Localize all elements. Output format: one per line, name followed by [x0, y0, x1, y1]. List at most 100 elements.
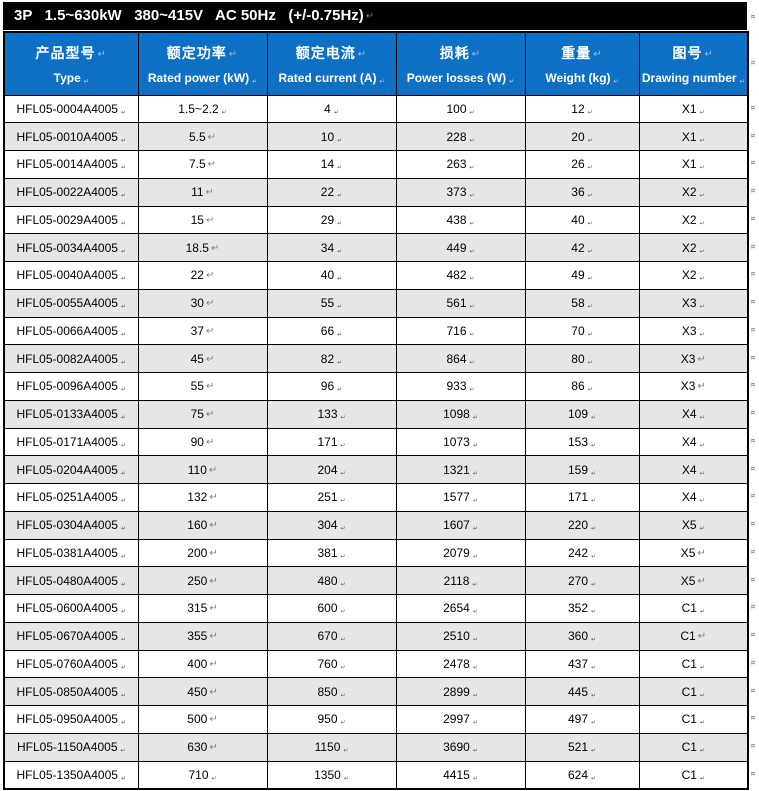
- cell-value: 1073: [443, 434, 470, 449]
- cell-rated-power: 18.5 ↵: [137, 233, 268, 262]
- row-end-mark-glyph: ¤: [750, 658, 756, 667]
- cell-end-mark: ↵: [120, 774, 126, 782]
- cell-end-mark: ↵: [340, 636, 346, 644]
- cell-end-mark: ↵: [252, 77, 258, 85]
- cell-value: 1150: [314, 740, 341, 755]
- row-end-mark: ¤: [747, 288, 759, 316]
- cell-end-mark: ↵: [120, 552, 126, 560]
- cell-rated-power: 5.5 ↵: [137, 122, 268, 151]
- cell-type: HFL05-0040A4005 ↵: [3, 261, 139, 290]
- cell-type: HFL05-0480A4005 ↵: [3, 566, 139, 595]
- cell-end-mark: ↵: [337, 275, 343, 283]
- row-end-mark-glyph: ¤: [750, 603, 756, 612]
- cell-value: 437: [567, 656, 588, 671]
- table-row: HFL05-0034A4005 ↵ 18.5 ↵ 34 ↵ 449 ↵ 42 ↵ X2 ↵: [3, 233, 749, 262]
- cell-rated-current: 133 ↵: [266, 399, 397, 429]
- cell-value: X5: [680, 545, 696, 560]
- cell-value: 40: [320, 268, 335, 283]
- cell-end-mark: ↵: [699, 663, 705, 671]
- cell-value: X4: [681, 434, 697, 449]
- cell-drawing-number: X2 ↵: [638, 177, 749, 207]
- cell-end-mark: ↵: [120, 497, 126, 505]
- cell-value: 304: [317, 518, 338, 533]
- cell-value: 3690: [443, 740, 470, 755]
- cell-type: HFL05-0096A4005 ↵: [3, 372, 139, 401]
- return-mark: ↵: [209, 714, 218, 726]
- cell-value: 15: [190, 212, 204, 227]
- cell-weight: 624 ↵: [524, 760, 640, 790]
- cell-end-mark: ↵: [699, 192, 705, 200]
- cell-value: 7.5: [188, 157, 206, 172]
- row-end-mark-glyph: ¤: [750, 686, 756, 695]
- cell-end-mark: ↵: [337, 164, 343, 172]
- cell-end-mark: ↵: [472, 608, 478, 616]
- cell-rated-power: 315 ↵: [137, 594, 268, 623]
- cell-value: HFL05-0600A4005: [16, 601, 118, 616]
- cell-power-losses: 2997 ↵: [395, 705, 526, 734]
- cell-value: 110: [187, 462, 207, 477]
- cell-value: 37: [190, 323, 204, 338]
- cell-rated-power: 132 ↵: [137, 483, 268, 512]
- cell-power-losses: 1073 ↵: [395, 427, 526, 457]
- cell-type: HFL05-1150A4005 ↵: [3, 732, 139, 762]
- cell-end-mark: ↵: [587, 358, 593, 366]
- col-header-rated-current: 额定电流 ↵ Rated current (A) ↵: [266, 31, 397, 96]
- cell-end-mark: ↵: [120, 636, 126, 644]
- cell-rated-power: 30 ↵: [137, 288, 268, 318]
- cell-end-mark: ↵: [340, 552, 346, 560]
- cell-value: C1: [681, 684, 697, 699]
- cell-end-mark: ↵: [120, 580, 126, 588]
- table-row: HFL05-0850A4005 ↵ 450 ↵ 850 ↵ 2899 ↵ 445 ↵ C1 ↵: [3, 677, 749, 706]
- cell-end-mark: ↵: [337, 136, 343, 144]
- cell-value: HFL05-1150A4005: [16, 740, 118, 755]
- return-mark: ↵: [209, 742, 218, 754]
- cell-end-mark: ↵: [699, 441, 705, 449]
- cell-end-mark: ↵: [472, 747, 478, 755]
- cell-type: HFL05-1350A4005 ↵: [3, 760, 139, 790]
- cell-end-mark: ↵: [591, 774, 597, 782]
- col-header-rated-power: 额定功率 ↵ Rated power (kW) ↵: [137, 31, 268, 96]
- cell-value: 438: [446, 212, 467, 227]
- return-mark: ↵: [704, 48, 714, 60]
- table-title: 3P 1.5~630kW 380~415V AC 50Hz (+/-0.75Hz…: [14, 7, 364, 24]
- cell-end-mark: ↵: [699, 303, 705, 311]
- cell-value: HFL05-0034A4005: [16, 240, 118, 255]
- cell-end-mark: ↵: [469, 303, 475, 311]
- cell-end-mark: ↵: [120, 663, 126, 671]
- cell-value: HFL05-0029A4005: [16, 212, 118, 227]
- cell-end-mark: ↵: [340, 414, 346, 422]
- cell-weight: 171 ↵: [524, 483, 640, 512]
- cell-value: 29: [320, 212, 335, 227]
- cell-value: 159: [567, 462, 588, 477]
- cell-value: 42: [571, 240, 585, 255]
- row-end-mark: ¤: [747, 233, 759, 261]
- cell-value: 90: [190, 434, 204, 449]
- cell-value: HFL05-0010A4005: [16, 129, 118, 144]
- cell-value: X2: [681, 185, 697, 200]
- table-row: HFL05-0055A4005 ↵ 30 ↵ 55 ↵ 561 ↵ 58 ↵ X3 ↵: [3, 288, 749, 318]
- cell-end-mark: ↵: [587, 164, 593, 172]
- cell-value: 86: [571, 379, 585, 394]
- cell-value: 1607: [443, 518, 470, 533]
- cell-rated-current: 850 ↵: [266, 677, 397, 706]
- cell-drawing-number: C1 ↵: [638, 594, 749, 623]
- cell-end-mark: ↵: [83, 77, 89, 85]
- table-row: HFL05-0480A4005 ↵ 250 ↵ 480 ↵ 2118 ↵ 270 ↵ X5 ↵: [3, 566, 749, 595]
- cell-value: 497: [567, 712, 588, 727]
- cell-end-mark: ↵: [587, 247, 593, 255]
- row-end-mark-glyph: ¤: [750, 464, 756, 473]
- row-end-mark-glyph: ¤: [750, 520, 756, 529]
- cell-value: C1: [681, 656, 697, 671]
- cell-value: X2: [681, 268, 697, 283]
- cell-value: 55: [320, 296, 335, 311]
- cell-value: 132: [187, 490, 208, 505]
- cell-value: 480: [317, 573, 338, 588]
- cell-drawing-number: C1 ↵: [638, 760, 749, 790]
- cell-end-mark: ↵: [340, 525, 346, 533]
- cell-value: 22: [190, 268, 204, 283]
- cell-value: X2: [681, 212, 697, 227]
- cell-end-mark: ↵: [591, 441, 597, 449]
- row-end-mark: ¤: [747, 566, 759, 594]
- cell-power-losses: 4415 ↵: [395, 760, 526, 790]
- cell-drawing-number: X5 ↵: [638, 566, 749, 595]
